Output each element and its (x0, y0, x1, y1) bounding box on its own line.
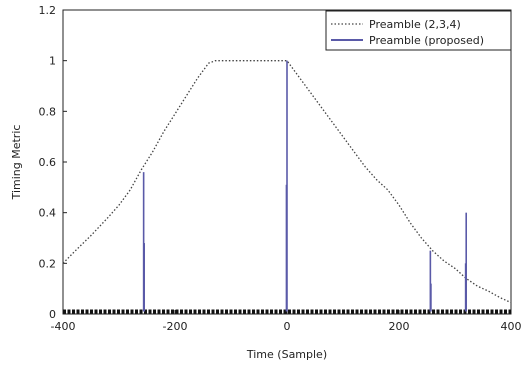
y-tick-label: 0.6 (39, 156, 57, 169)
x-axis-label: Time (Sample) (246, 348, 327, 361)
legend-label-preamble-proposed: Preamble (proposed) (369, 34, 484, 47)
series-line-preamble-234 (62, 60, 512, 304)
legend: Preamble (2,3,4) Preamble (proposed) (325, 10, 512, 51)
x-tick-label: -400 (51, 320, 76, 333)
y-tick-label: 0.8 (39, 105, 57, 118)
legend-box (325, 10, 512, 51)
y-tick-label: 0 (49, 308, 56, 321)
legend-label-preamble-234: Preamble (2,3,4) (369, 18, 461, 31)
y-tick-label: 1 (49, 55, 56, 68)
x-tick-label: 400 (501, 320, 522, 333)
series-layer (62, 60, 512, 314)
x-axis-ticks: -400 -200 0 200 400 (51, 310, 522, 333)
y-axis-label: Timing Metric (10, 125, 23, 201)
y-tick-label: 0.4 (39, 207, 57, 220)
y-tick-label: 0.2 (39, 257, 57, 270)
x-tick-label: 0 (284, 320, 291, 333)
x-tick-label: -200 (163, 320, 188, 333)
y-tick-label: 1.2 (39, 4, 57, 17)
y-axis-ticks: 0 0.2 0.4 0.6 0.8 1 1.2 (39, 4, 67, 321)
x-tick-label: 200 (389, 320, 410, 333)
